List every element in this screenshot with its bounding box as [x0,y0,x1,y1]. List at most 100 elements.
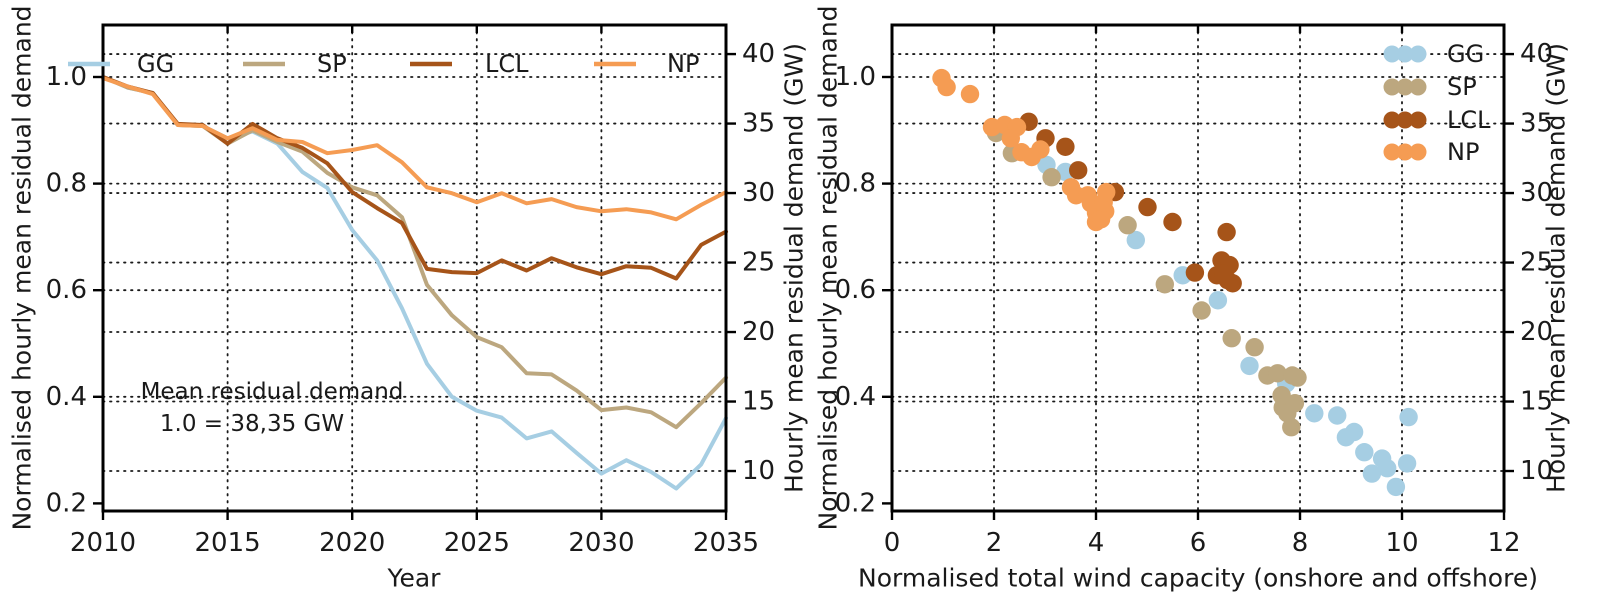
scatter-point-GG [1386,477,1406,497]
annotation-line-1: Mean residual demand [141,379,404,405]
line-series-NP [101,76,728,222]
right-tick-label-x-6: 6 [1190,528,1207,558]
line-series-LCL [101,75,728,281]
legend-item-GG: GG [68,50,174,78]
legend-dot-sample-SP [1396,78,1414,96]
annotation-line-2: 1.0 = 38,35 GW [160,411,344,437]
scatter-point-GG [1328,406,1347,425]
right-chart-ylabel-left: Normalised hourly mean residual demand [814,5,843,530]
scatter-point-NP [1001,129,1020,148]
right-tick-label-yl-0.6: 0.6 [835,275,876,305]
scatter-point-NP [960,84,980,104]
right-tick-label-yl-0.2: 0.2 [835,488,876,518]
right-tick-label-yl-0.8: 0.8 [835,169,876,199]
scatter-point-SP [1245,338,1264,357]
scatter-point-GG [1305,404,1324,423]
left-chart-xlabel: Year [387,564,442,593]
scatter-point-LCL [1138,197,1157,217]
left-tick-label-yr-20: 20 [742,317,775,347]
scatter-point-GG [1397,454,1417,473]
legend-label-LCL: LCL [485,50,529,78]
legend-item-GG: GG [1383,40,1484,68]
scatter-point-LCL [1069,161,1088,180]
left-chart-ylabel-right: Hourly mean residual demand (GW) [780,43,809,493]
scatter-point-SP [1268,364,1287,383]
legend-label-LCL: LCL [1447,106,1491,134]
scatter-point-SP [1222,329,1241,348]
left-tick-label-x-2035: 2035 [693,528,759,558]
left-tick-label-yr-40: 40 [742,39,775,69]
legend-item-SP: SP [243,50,347,78]
right-tick-label-yr-35: 35 [1520,109,1553,139]
legend-item-LCL: LCL [1383,106,1491,134]
legend-label-SP: SP [1447,73,1477,101]
right-tick-label-yr-40: 40 [1520,39,1553,69]
right-tick-label-x-0: 0 [884,528,901,558]
left-tick-label-yl-1.0: 1.0 [46,62,87,92]
left-tick-label-yl-0.6: 0.6 [46,275,87,305]
scatter-point-SP [1042,168,1061,187]
legend-label-GG: GG [137,50,174,78]
legend-dot-sample-LCL [1409,111,1427,129]
scatter-point-NP [1031,140,1050,159]
right-tick-label-yl-1.0: 1.0 [835,62,876,92]
left-chart: 2010 2015 2020 2025 2030 20351.00.80.60.40.24… [46,23,775,558]
legend-label-NP: NP [667,50,699,78]
legend-dot-sample-GG [1409,45,1427,63]
legend-label-SP: SP [317,50,347,78]
left-tick-label-yr-15: 15 [742,387,775,417]
scatter-point-GG [1208,291,1228,310]
legend-label-GG: GG [1447,40,1484,68]
right-tick-label-yr-30: 30 [1520,178,1553,208]
line-series-SP [101,75,728,430]
right-tick-label-x-2: 2 [986,528,1003,558]
left-tick-label-yl-0.4: 0.4 [46,382,87,412]
right-chart: 0 2 4 6 8 10 12 1.0 0.8 0.6 0.4 0.2 40 35 30 25 20 15 10 GG… [835,23,1553,558]
right-tick-label-yr-25: 25 [1520,248,1553,278]
scatter-point-GG [1378,459,1397,478]
scatter-point-LCL [1185,263,1205,282]
scatter-point-SP [1192,301,1211,320]
left-chart-ylabel-left: Normalised hourly mean residual demand [8,5,37,530]
scatter-point-GG [1362,464,1382,483]
legend-item-NP: NP [1383,138,1479,166]
scatter-point-LCL [1163,212,1182,232]
left-axes-spines [101,23,728,513]
legend-dot-sample-GG [1396,45,1414,63]
scatter-point-GG [1355,443,1374,462]
legend-dot-sample-SP [1383,78,1401,96]
scatter-point-NP [937,77,956,97]
scatter-point-SP [1282,418,1301,437]
scatter-point-SP [1285,394,1305,413]
legend-dot-sample-NP [1396,143,1414,161]
right-tick-label-yr-20: 20 [1520,317,1553,347]
scatter-point-SP [1288,368,1307,387]
left-tick-label-yl-0.2: 0.2 [46,488,87,518]
right-tick-label-yr-10: 10 [1520,456,1553,486]
left-tick-label-x-2030: 2030 [568,528,634,558]
right-tick-label-yl-0.4: 0.4 [835,382,876,412]
left-tick-label-yr-30: 30 [742,178,775,208]
left-tick-label-x-2020: 2020 [319,528,385,558]
scatter-point-LCL [1056,137,1075,156]
legend-label-NP: NP [1447,138,1479,166]
legend-dot-sample-NP [1409,143,1427,161]
legend-item-SP: SP [1383,73,1477,101]
scatter-point-NP [1097,182,1116,202]
scatter-point-GG [1240,356,1259,376]
scatter-point-SP [1155,275,1175,294]
left-tick-label-x-2015: 2015 [195,528,261,558]
right-chart-ylabel-right: Hourly mean residual demand (GW) [1542,43,1571,493]
left-tick-label-x-2025: 2025 [444,528,510,558]
left-tick-label-yr-10: 10 [742,456,775,486]
right-tick-label-x-8: 8 [1292,528,1309,558]
legend-dot-sample-LCL [1383,111,1401,129]
scatter-point-GG [1399,407,1418,427]
scatter-point-NP [1091,210,1111,229]
right-chart-xlabel: Normalised total wind capacity (onshore … [858,564,1538,593]
scatter-point-GG [1344,422,1364,442]
left-tick-label-yr-25: 25 [742,248,775,278]
right-tick-label-yr-15: 15 [1520,387,1553,417]
